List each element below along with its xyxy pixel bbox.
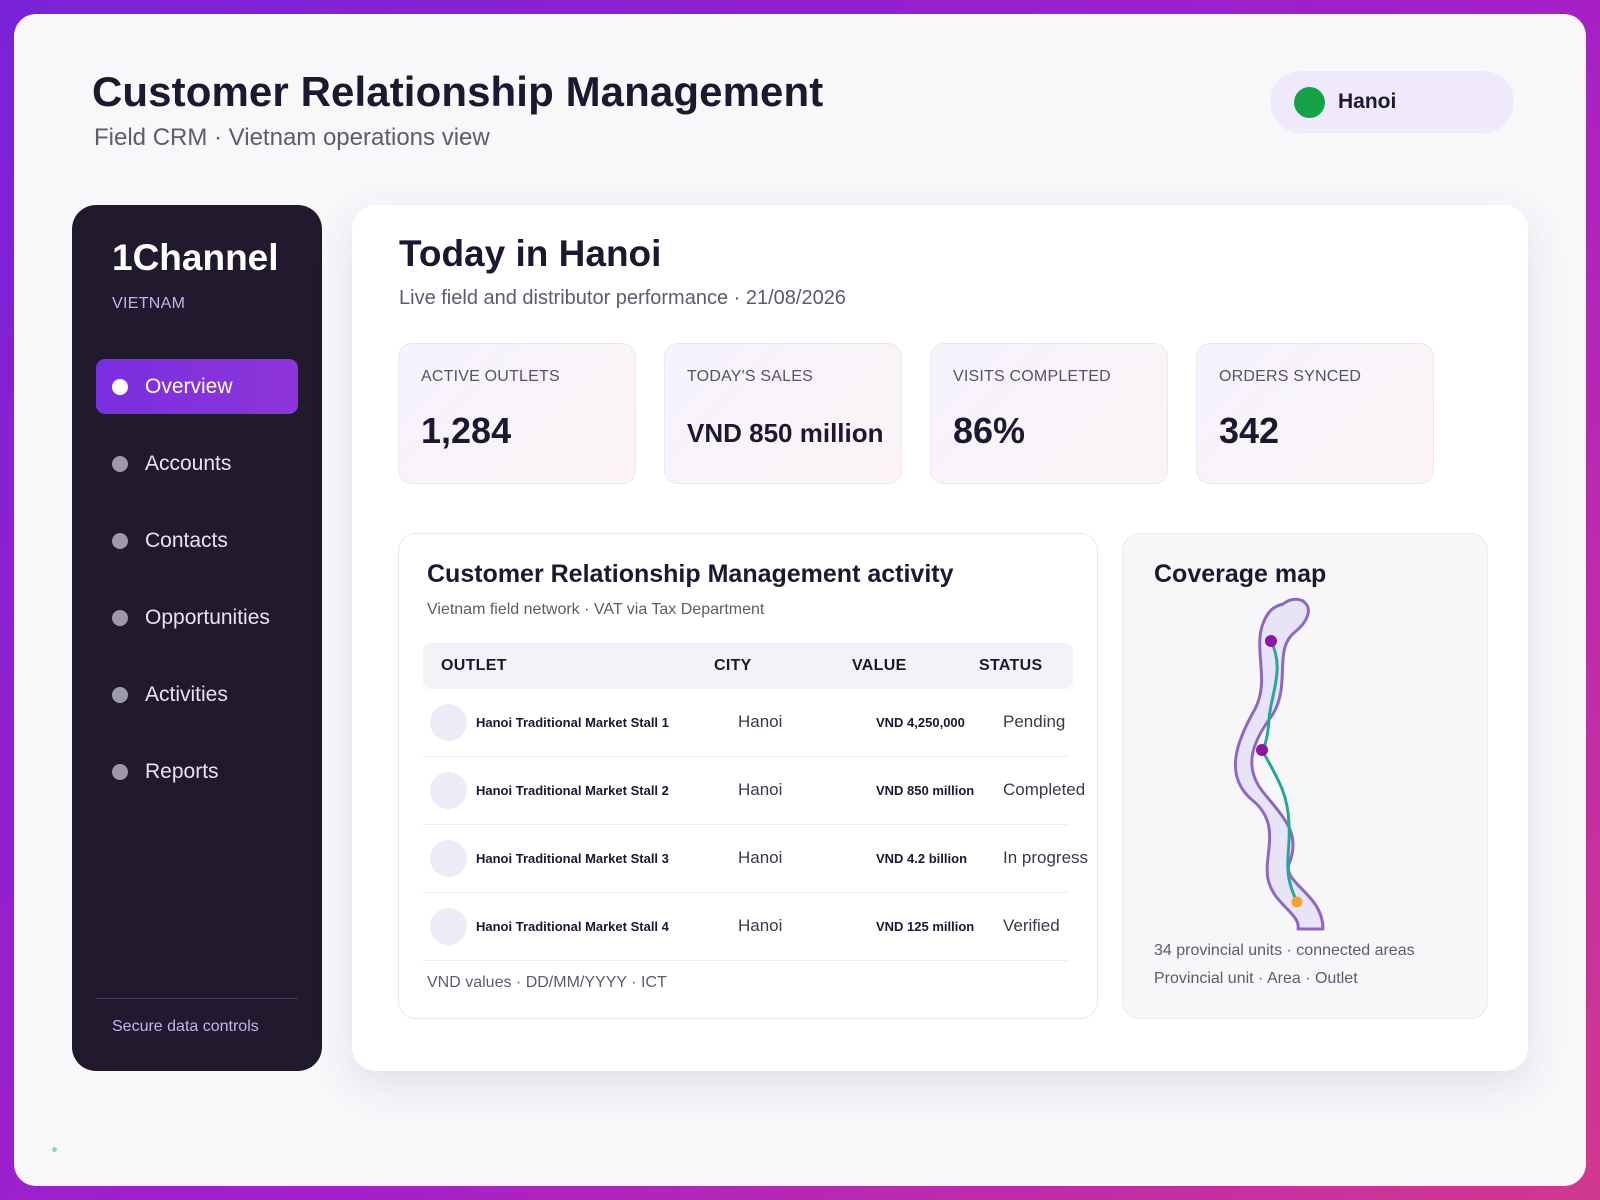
decorative-dot [52,1147,57,1152]
outlet-city: Hanoi [738,712,783,731]
provincial-unit-marker-central [1256,744,1268,756]
sidebar-item-label: Activities [145,682,228,706]
column-header-status[interactable]: STATUS [979,657,1043,674]
sidebar-item-reports[interactable]: Reports [96,744,298,799]
column-header-city[interactable]: CITY [714,657,752,674]
table-header: OUTLET CITY VALUE STATUS [423,643,1073,689]
column-header-outlet[interactable]: OUTLET [441,657,507,674]
kpi-card-active-outlets: ACTIVE OUTLETS 1,284 [398,343,636,484]
kpi-value: VND 850 million [687,418,884,448]
outlet-avatar [430,840,467,877]
status-text: In progress [1003,848,1089,867]
outlet-value: VND 4.2 billion [876,851,968,866]
outlet-avatar [430,772,467,809]
table-row[interactable]: Hanoi Traditional Market Stall 4 Hanoi V… [423,893,1067,961]
page-subtitle: Field CRM · Vietnam operations view [94,124,490,151]
page-title: Customer Relationship Management [92,68,824,115]
app-window: Customer Relationship Management Field C… [14,14,1586,1186]
table-row[interactable]: Hanoi Traditional Market Stall 3 Hanoi V… [423,825,1088,893]
outlet-avatar [430,704,467,741]
activity-footer: VND values · DD/MM/YYYY · ICT [427,974,667,991]
outlet-name: Hanoi Traditional Market Stall 2 [476,783,669,798]
activity-card: Customer Relationship Management activit… [398,533,1098,1019]
status-text: Completed [1003,780,1086,799]
city-selector[interactable]: Hanoi [1270,71,1514,133]
kpi-value: 86% [953,410,1026,451]
provincial-unit-marker-north [1265,635,1277,647]
brand-region: VIETNAM [112,295,186,312]
coverage-legend: Provincial unit · Area · Outlet [1154,970,1358,987]
outlet-marker-south [1291,896,1303,908]
column-header-value[interactable]: VALUE [852,657,907,674]
sidebar-item-label: Overview [145,374,233,398]
sidebar-item-overview[interactable]: Overview [96,359,298,414]
kpi-card-orders-synced: ORDERS SYNCED 342 [1196,343,1434,484]
status-text: Verified [1003,916,1060,935]
map-land-shape [1234,597,1325,931]
bullet-icon [112,609,128,626]
bullet-icon [112,763,128,780]
coverage-stat: 34 provincial units · connected areas [1154,942,1415,959]
sidebar-item-label: Opportunities [145,605,270,629]
outlet-avatar [430,908,467,945]
sidebar-nav: Overview Accounts Contacts Opportunities… [96,359,298,821]
sidebar-item-activities[interactable]: Activities [96,667,298,722]
kpi-label: ACTIVE OUTLETS [421,368,560,385]
table-row[interactable]: Hanoi Traditional Market Stall 2 Hanoi V… [423,757,1085,825]
sidebar-item-opportunities[interactable]: Opportunities [96,590,298,645]
bullet-icon [112,532,128,549]
outlet-value: VND 125 million [876,919,975,934]
coverage-map-title: Coverage map [1154,560,1327,588]
kpi-label: ORDERS SYNCED [1219,368,1362,385]
bullet-icon [112,455,128,472]
kpi-label: TODAY'S SALES [687,368,813,385]
outlet-value: VND 850 million [876,783,975,798]
section-title: Today in Hanoi [399,233,662,274]
city-selector-label: Hanoi [1338,90,1397,113]
sidebar-item-contacts[interactable]: Contacts [96,513,298,568]
activity-subtitle: Vietnam field network · VAT via Tax Depa… [427,601,765,618]
bullet-icon [112,686,128,703]
kpi-card-visits-completed: VISITS COMPLETED 86% [930,343,1168,484]
table-row[interactable]: Hanoi Traditional Market Stall 1 Hanoi V… [423,689,1067,757]
outlet-name: Hanoi Traditional Market Stall 1 [476,715,669,730]
section-subtitle: Live field and distributor performance ·… [399,287,846,309]
overview-panel: Today in Hanoi Live field and distributo… [352,205,1528,1071]
status-text: Pending [1003,712,1066,731]
coverage-map-card: Coverage map 34 provincial units · conne… [1122,533,1488,1019]
outlet-name: Hanoi Traditional Market Stall 4 [476,919,669,934]
bullet-icon [112,378,128,395]
sidebar: 1Channel VIETNAM Overview Accounts Conta… [72,205,322,1071]
sidebar-item-accounts[interactable]: Accounts [96,436,298,491]
outlet-value: VND 4,250,000 [876,715,965,730]
sidebar-item-label: Contacts [145,528,228,552]
brand-name: 1Channel [112,237,279,278]
secure-data-controls-link[interactable]: Secure data controls [112,1018,259,1035]
kpi-label: VISITS COMPLETED [953,368,1111,385]
sidebar-divider [96,998,298,999]
outlet-city: Hanoi [738,848,783,867]
kpi-card-todays-sales: TODAY'S SALES VND 850 million [664,343,902,484]
kpi-value: 1,284 [421,410,512,451]
outlet-name: Hanoi Traditional Market Stall 3 [476,851,669,866]
outlet-city: Hanoi [738,916,783,935]
activity-title: Customer Relationship Management activit… [427,560,954,588]
status-dot-icon [1294,86,1325,118]
kpi-value: 342 [1219,410,1280,451]
sidebar-item-label: Accounts [145,451,232,475]
sidebar-item-label: Reports [145,759,219,783]
vietnam-map[interactable] [1123,534,1488,1019]
outlet-city: Hanoi [738,780,783,799]
